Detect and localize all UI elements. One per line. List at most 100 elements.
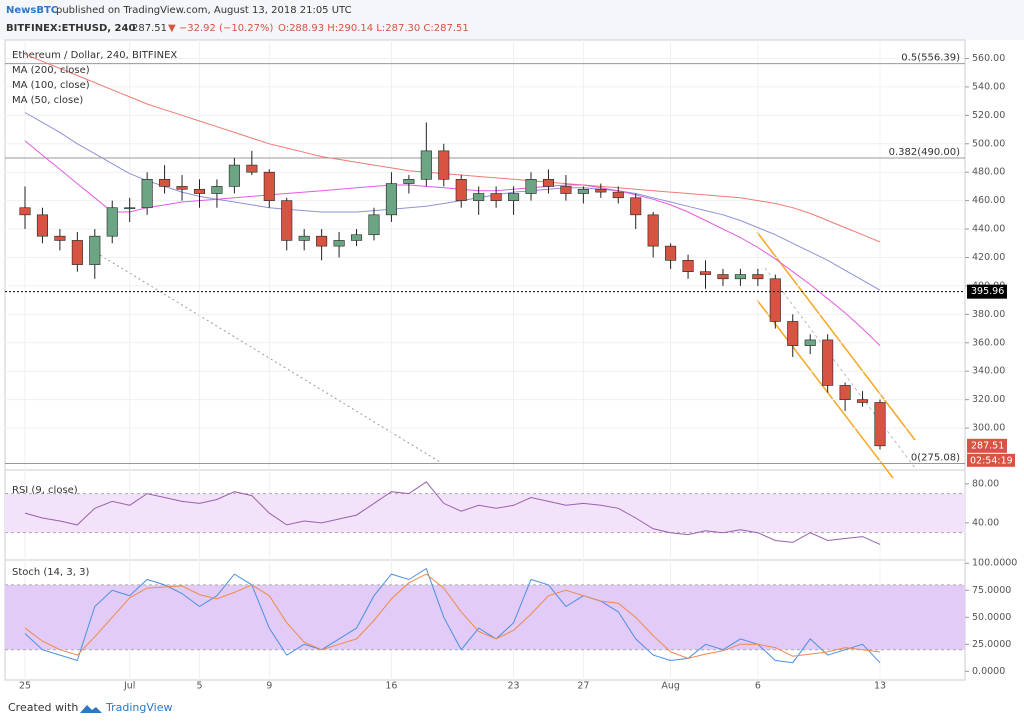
x-tick-label: 13 bbox=[874, 681, 886, 692]
pane-title: Ethereum / Dollar, 240, BITFINEX bbox=[12, 50, 177, 61]
y-tick-label: 100.0000 bbox=[972, 558, 1017, 569]
support-label: 395.96 bbox=[971, 286, 1004, 297]
ma-line bbox=[24, 140, 881, 346]
x-tick-label: 23 bbox=[508, 681, 520, 692]
y-tick-label: 360.00 bbox=[972, 337, 1005, 348]
y-tick-label: 460.00 bbox=[972, 195, 1005, 206]
y-tick-label: 320.00 bbox=[972, 394, 1005, 405]
candle-body bbox=[804, 339, 816, 346]
candle-body bbox=[159, 179, 171, 187]
candle-body bbox=[141, 179, 153, 209]
y-tick-label: 560.00 bbox=[972, 53, 1005, 64]
x-tick-label: 25 bbox=[19, 681, 31, 692]
candle-body bbox=[612, 191, 624, 199]
pane-title: RSI (9, close) bbox=[12, 485, 78, 496]
candle-body bbox=[385, 183, 397, 216]
candle-body bbox=[525, 179, 537, 194]
y-tick-label: 480.00 bbox=[972, 167, 1005, 178]
ma-line bbox=[24, 112, 881, 291]
header-bg bbox=[0, 0, 1024, 40]
x-tick-label: Aug bbox=[661, 681, 680, 692]
y-tick-label: 420.00 bbox=[972, 252, 1005, 263]
tv-logo bbox=[80, 705, 102, 713]
candle-body bbox=[403, 179, 415, 184]
candle-body bbox=[246, 164, 258, 173]
candle-body bbox=[281, 200, 293, 241]
change: ▼ −32.92 (−10.27%) bbox=[168, 23, 273, 34]
x-tick-label: 27 bbox=[577, 681, 589, 692]
x-tick-label: Jul bbox=[123, 681, 135, 692]
x-tick-label: 16 bbox=[385, 681, 397, 692]
candle-body bbox=[193, 188, 206, 194]
published: published on TradingView.com, August 13,… bbox=[56, 5, 352, 16]
candle-body bbox=[857, 399, 869, 403]
candle-body bbox=[665, 245, 677, 261]
y-tick-label: 440.00 bbox=[972, 224, 1005, 235]
price-label: 287.51 bbox=[971, 440, 1004, 451]
legend-entry: MA (100, close) bbox=[12, 80, 90, 91]
candle-body bbox=[211, 186, 223, 194]
candle-body bbox=[769, 278, 781, 322]
candle-body bbox=[333, 240, 345, 247]
y-tick-label: 75.0000 bbox=[972, 585, 1011, 596]
legend-entry: MA (50, close) bbox=[12, 95, 83, 106]
support-tag bbox=[967, 284, 1007, 299]
candle-body bbox=[36, 214, 48, 237]
trend-line bbox=[99, 254, 441, 463]
candle-body bbox=[438, 150, 450, 180]
y-tick-label: 540.00 bbox=[972, 81, 1005, 92]
candle-body bbox=[839, 385, 851, 400]
candle-body bbox=[542, 179, 555, 187]
candle-body bbox=[19, 207, 31, 216]
candle-body bbox=[124, 207, 136, 210]
band bbox=[5, 493, 965, 533]
x-tick-label: 9 bbox=[266, 681, 272, 692]
last: 287.51 bbox=[132, 23, 167, 34]
y-tick-label: 520.00 bbox=[972, 110, 1005, 121]
y-tick-label: 300.00 bbox=[972, 423, 1005, 434]
candle-body bbox=[176, 186, 188, 190]
indicator-line bbox=[24, 481, 881, 545]
frame bbox=[4, 39, 966, 681]
symbol: BITFINEX:ETHUSD, 240 bbox=[6, 23, 135, 34]
candle-body bbox=[71, 240, 83, 265]
candle-body bbox=[822, 339, 834, 386]
candle-body bbox=[298, 235, 310, 241]
candle-body bbox=[647, 214, 659, 247]
ohlc: O:288.93 H:290.14 L:287.30 C:287.51 bbox=[278, 23, 469, 34]
candle-body bbox=[717, 274, 729, 280]
candle-body bbox=[89, 235, 101, 265]
band bbox=[5, 584, 965, 650]
candle-body bbox=[699, 271, 712, 275]
candle-body bbox=[350, 234, 363, 241]
price-tag bbox=[967, 438, 1007, 453]
candle-body bbox=[595, 188, 607, 193]
candle-body bbox=[752, 274, 764, 280]
fib-label: 0.382(490.00) bbox=[889, 147, 961, 158]
candle-body bbox=[106, 207, 118, 237]
candle-body bbox=[508, 193, 520, 201]
fib-label: 0.5(556.39) bbox=[901, 53, 960, 64]
indicator-line bbox=[24, 573, 881, 659]
footer-brand[interactable]: TradingView bbox=[105, 701, 172, 714]
y-tick-label: 80.00 bbox=[972, 478, 999, 489]
legend-entry: MA (200, close) bbox=[12, 65, 90, 76]
footer-created: Created with bbox=[8, 701, 78, 714]
candle-body bbox=[263, 171, 275, 201]
y-tick-label: 40.00 bbox=[972, 517, 999, 528]
candle-body bbox=[560, 186, 572, 194]
candle-body bbox=[54, 235, 66, 241]
candle-body bbox=[420, 150, 432, 180]
candle-body bbox=[455, 179, 467, 201]
candle-body bbox=[874, 402, 886, 447]
x-tick-label: 6 bbox=[755, 681, 761, 692]
candle-body bbox=[368, 214, 380, 236]
candle-body bbox=[490, 193, 502, 201]
y-tick-label: 340.00 bbox=[972, 366, 1005, 377]
y-tick-label: 25.0000 bbox=[972, 639, 1011, 650]
publisher[interactable]: NewsBTC bbox=[6, 5, 58, 16]
countdown-tag bbox=[967, 453, 1015, 467]
channel-mid bbox=[764, 267, 916, 469]
candle-body bbox=[228, 164, 240, 187]
